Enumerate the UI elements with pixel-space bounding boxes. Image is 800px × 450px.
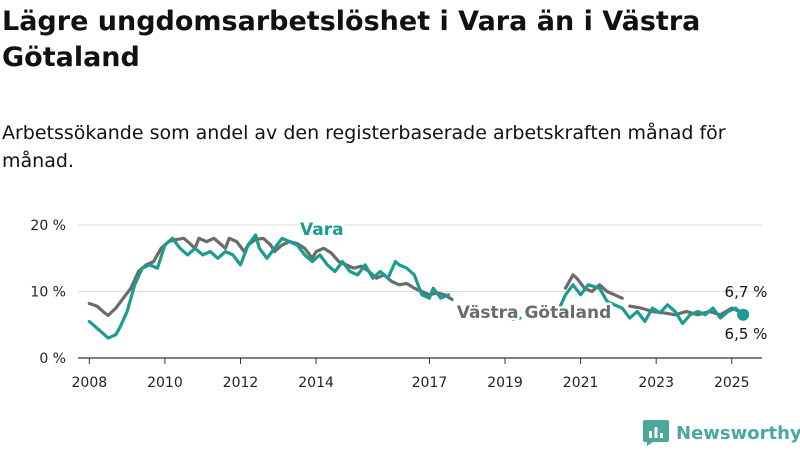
y-tick-label: 10 %: [30, 285, 66, 301]
x-axis-ticks: 2008 2010 2012 2014 2017 2019 2021 2023 2025: [72, 358, 750, 391]
x-tick-label: 2010: [147, 375, 183, 391]
end-marker-vara: [737, 308, 750, 321]
x-tick-label: 2008: [72, 375, 108, 391]
series-name-vara: Vara: [300, 220, 344, 240]
chart-subtitle: Arbetssökande som andel av den registerb…: [2, 122, 726, 172]
series-line-västra-götaland-1: [563, 273, 624, 300]
series-lines: [87, 233, 747, 340]
x-tick-label: 2012: [223, 375, 259, 391]
series-labels: Västra Götaland Vara 6,7 % 6,5 %: [298, 218, 768, 344]
end-value-vara: 6,5 %: [725, 325, 768, 343]
series-line-vara-1: [511, 316, 522, 321]
series-line-vara-2: [556, 283, 745, 325]
brand-name: Newsworthy: [676, 422, 800, 444]
newsworthy-logo: Newsworthy: [643, 419, 800, 447]
y-axis-ticks: 0 % 10 % 20 %: [30, 218, 66, 367]
x-tick-label: 2019: [487, 375, 523, 391]
x-tick-label: 2014: [298, 375, 334, 391]
y-tick-label: 0 %: [39, 351, 66, 367]
x-tick-label: 2023: [638, 375, 674, 391]
series-line-västra-götaland-0: [87, 236, 454, 317]
end-value-vastra-gotaland: 6,7 %: [725, 283, 768, 301]
x-tick-label: 2017: [412, 375, 448, 391]
bar-chart-icon: [643, 420, 669, 446]
y-tick-label: 20 %: [30, 218, 66, 234]
series-line-vara-0: [87, 233, 450, 340]
line-chart: 0 % 10 % 20 % 2008 2010 2012 2014 2017 2019 2021…: [30, 218, 768, 392]
x-tick-label: 2025: [714, 375, 750, 391]
series-name-vastra-gotaland: Västra Götaland: [457, 303, 612, 323]
page-title: Lägre ungdomsarbetslöshet i Vara än i Vä…: [2, 6, 701, 73]
x-tick-label: 2021: [563, 375, 599, 391]
